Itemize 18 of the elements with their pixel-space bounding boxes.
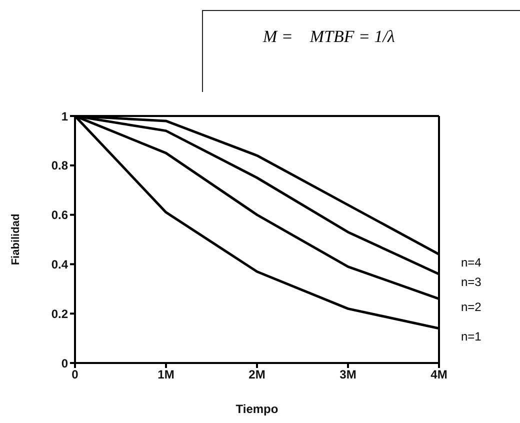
- series-label: n=2: [461, 300, 482, 314]
- x-axis-title: Tiempo: [236, 402, 278, 416]
- y-tick-label: 0.4: [51, 257, 68, 272]
- series-label: n=1: [461, 329, 482, 344]
- series-label: n=4: [461, 255, 482, 270]
- series-label: n=3: [461, 275, 482, 290]
- y-tick-label: 0: [61, 356, 68, 370]
- y-tick-label: 0.6: [51, 208, 68, 222]
- y-tick-label: 1: [61, 109, 68, 124]
- y-tick-label: 0.8: [51, 158, 68, 173]
- text: M = MTBF = 1/λ: [263, 27, 395, 47]
- y-tick-label: 0.2: [51, 306, 68, 321]
- x-tick-label: 3M: [340, 368, 356, 382]
- x-tick-label: 1M: [158, 368, 174, 382]
- x-tick-label: 2M: [248, 368, 266, 382]
- x-tick-label: 4M: [430, 368, 448, 382]
- x-tick-label: 0: [72, 368, 79, 382]
- y-axis-title: Fiabilidad: [10, 214, 22, 266]
